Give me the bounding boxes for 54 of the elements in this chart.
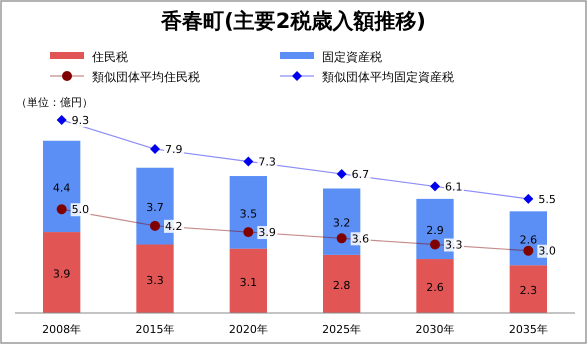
x-tick-label: 2035年 xyxy=(508,323,548,336)
data-label: 5.0 xyxy=(72,203,90,216)
data-label: 4.2 xyxy=(165,220,182,233)
text: 香春町(主要2税歳入額推移) xyxy=(160,9,426,33)
bar xyxy=(416,259,454,313)
data-label: 7.9 xyxy=(165,143,182,156)
point xyxy=(430,181,440,192)
data-label: 3.2 xyxy=(332,216,350,230)
data-label: 3.3 xyxy=(146,274,164,287)
point xyxy=(150,220,160,231)
data-label: 3.5 xyxy=(240,207,258,220)
point xyxy=(430,240,440,250)
data-label: 2.3 xyxy=(520,284,538,298)
data-label: 3.3 xyxy=(445,238,462,252)
data-label: 2.6 xyxy=(426,281,444,294)
x-tick-label: 2025年 xyxy=(322,323,362,336)
data-label: 3.7 xyxy=(146,201,164,214)
point xyxy=(243,227,254,238)
bar xyxy=(323,254,360,313)
point xyxy=(150,144,160,154)
data-label: 9.3 xyxy=(72,114,90,127)
point xyxy=(243,156,254,167)
legend-label: 固定資産税 xyxy=(322,50,382,64)
point xyxy=(523,194,534,204)
legend-label: 類似団体平均固定資産税 xyxy=(322,70,454,84)
data-label: 3.1 xyxy=(240,276,258,289)
data-label: 3.9 xyxy=(258,226,276,240)
data-label: 5.5 xyxy=(538,192,556,206)
bar xyxy=(43,232,80,313)
data-label: 2.6 xyxy=(520,233,538,246)
point xyxy=(336,168,347,179)
data-label: 3.9 xyxy=(52,268,70,281)
point xyxy=(56,204,67,214)
data-label: 7.3 xyxy=(258,156,276,169)
data-label: 2.8 xyxy=(332,278,350,292)
x-tick-label: 2015年 xyxy=(136,323,174,336)
data-label: 6.7 xyxy=(352,168,370,181)
data-label: 3.0 xyxy=(538,244,556,258)
data-label: 6.1 xyxy=(445,180,462,194)
x-tick-label: 2030年 xyxy=(416,323,454,336)
annotation: （単位：億円） xyxy=(16,96,93,109)
point xyxy=(523,246,534,256)
legend-label: 類似団体平均住民税 xyxy=(92,70,200,84)
data-label: 3.6 xyxy=(352,232,370,246)
x-tick-label: 2020年 xyxy=(228,323,268,336)
legend-label: 住民税 xyxy=(91,50,128,64)
bar xyxy=(136,244,174,313)
data-label: 2.9 xyxy=(426,224,444,237)
point xyxy=(56,115,67,125)
bar xyxy=(510,265,547,313)
point xyxy=(336,233,347,244)
data-label: 4.4 xyxy=(52,181,70,194)
bar xyxy=(230,248,267,313)
x-tick-label: 2008年 xyxy=(42,323,82,336)
